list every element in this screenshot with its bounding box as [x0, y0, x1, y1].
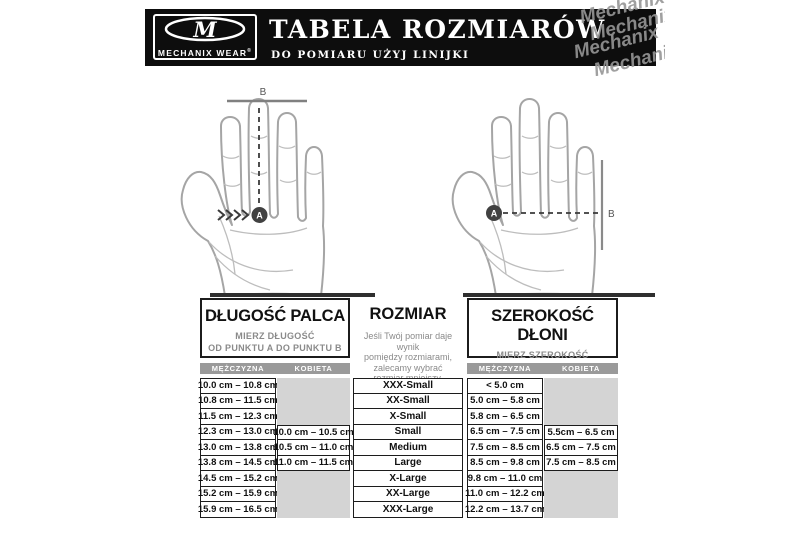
size-cell: Small — [353, 424, 463, 440]
table-note: MIERZ DŁUGOŚĆ OD PUNKTU A DO PUNKTU B — [202, 331, 348, 354]
logo-m-letter: M — [192, 17, 217, 42]
men-column: 10.0 cm – 10.8 cm 10.8 cm – 11.5 cm 11.5… — [198, 378, 278, 518]
column-header-men: MĘŻCZYZNA — [211, 364, 265, 373]
table-cell: 7.5 cm – 8.5 cm — [544, 455, 618, 471]
table-title: SZEROKOŚĆ DŁONI — [491, 307, 594, 344]
note-line: pomiędzy rozmiarami, — [363, 352, 453, 362]
column-header-women: KOBIETA — [294, 364, 333, 373]
table-cell: 5.8 cm – 6.5 cm — [467, 409, 543, 425]
hand-diagram-palm-width: A B — [451, 98, 655, 297]
baseline-bar — [463, 293, 655, 297]
hand-diagram-finger-length: B A — [180, 87, 375, 297]
table-cell: < 5.0 cm — [467, 378, 543, 394]
size-cell: XXX-Small — [353, 378, 463, 394]
note-line: OD PUNKTU A DO PUNKTU B — [208, 342, 342, 353]
table-cell: 8.5 cm – 9.8 cm — [467, 455, 543, 471]
logo-name-text: MECHANIX WEAR — [157, 48, 248, 58]
table-cell: 10.0 cm – 10.5 cm — [273, 424, 354, 440]
note-line: MIERZ DŁUGOŚĆ — [235, 331, 315, 341]
column-header-women: KOBIETA — [561, 364, 601, 373]
baseline-bar — [210, 293, 375, 297]
finger-length-header: DŁUGOŚĆ PALCA MIERZ DŁUGOŚĆ OD PUNKTU A … — [200, 298, 350, 358]
table-cell: 9.8 cm – 11.0 cm — [467, 471, 543, 487]
point-b-label: B — [608, 209, 615, 220]
size-cell: XX-Large — [353, 486, 463, 502]
header-banner: M MECHANIX WEAR® TABELA ROZMIARÓW DO POM… — [145, 9, 656, 66]
note-line: MIERZ SZEROKOŚĆ — [496, 350, 589, 360]
size-cell: Medium — [353, 440, 463, 456]
table-cell: 15.2 cm – 15.9 cm — [198, 486, 278, 502]
page-title: TABELA ROZMIARÓW — [269, 15, 606, 44]
point-a-marker — [251, 207, 268, 223]
empty-cell-block — [544, 471, 618, 518]
table-cell: 12.3 cm – 13.0 cm — [198, 424, 278, 440]
arrow-chevrons — [217, 209, 250, 221]
table-cell: 13.8 cm – 14.5 cm — [198, 455, 278, 471]
empty-cell-block — [277, 378, 350, 425]
men-column: < 5.0 cm 5.0 cm – 5.8 cm 5.8 cm – 6.5 cm… — [465, 378, 545, 518]
logo-name: MECHANIX WEAR® — [155, 48, 255, 58]
women-column: 5.5cm – 6.5 cm 6.5 cm – 7.5 cm 7.5 cm – … — [544, 378, 618, 518]
size-cell: XXX-Large — [353, 502, 463, 518]
note-line: zalecamy wybrać — [373, 362, 443, 373]
point-a-marker — [486, 205, 502, 221]
note-line: Jeśli Twój pomiar daje wynik — [363, 331, 453, 352]
table-cell: 7.5 cm – 8.5 cm — [467, 440, 543, 456]
table-cell: 13.0 cm – 13.8 cm — [198, 440, 278, 456]
table-cell: 15.9 cm – 16.5 cm — [198, 502, 278, 518]
table-cell: 10.0 cm – 10.8 cm — [198, 378, 278, 394]
size-cell: XX-Small — [353, 393, 463, 409]
column-header-band: MĘŻCZYZNA KOBIETA — [200, 363, 350, 374]
table-cell: 11.5 cm – 12.3 cm — [198, 409, 278, 425]
size-cell: X-Large — [353, 471, 463, 487]
size-cell: Large — [353, 455, 463, 471]
page-subtitle: DO POMIARU UŻYJ LINIJKI — [271, 49, 470, 61]
table-cell: 5.5cm – 6.5 cm — [544, 424, 618, 440]
table-cell: 11.0 cm – 11.5 cm — [274, 455, 353, 471]
registered-mark: ® — [247, 48, 253, 55]
table-cell: 11.0 cm – 12.2 cm — [465, 486, 545, 502]
table-cell: 6.5 cm – 7.5 cm — [467, 424, 543, 440]
table-title: DŁUGOŚĆ PALCA — [204, 307, 346, 325]
mechanix-logo: M MECHANIX WEAR® — [153, 14, 257, 60]
palm-width-header: SZEROKOŚĆ DŁONI MIERZ SZEROKOŚĆ OD PUNKT… — [467, 298, 618, 372]
brand-watermark: Mechanix Mechanix Mechanix Mechanix — [573, 0, 665, 76]
mechanix-m-icon: M — [164, 16, 246, 42]
empty-cell-block — [277, 471, 350, 518]
point-a-label: A — [491, 209, 498, 219]
point-b-label: B — [260, 87, 267, 98]
column-header-band: MĘŻCZYZNA KOBIETA — [467, 363, 618, 374]
table-cell: 14.5 cm – 15.2 cm — [198, 471, 278, 487]
size-values-column: XXX-Small XX-Small X-Small Small Medium … — [353, 378, 463, 518]
table-title: ROZMIAR — [369, 305, 447, 323]
point-a-label: A — [256, 211, 263, 221]
table-cell: 6.5 cm – 7.5 cm — [544, 440, 618, 456]
empty-cell-block — [544, 378, 618, 425]
women-column: 10.0 cm – 10.5 cm 10.5 cm – 11.0 cm 11.0… — [273, 378, 354, 518]
column-header-men: MĘŻCZYZNA — [478, 364, 532, 373]
table-cell: 10.8 cm – 11.5 cm — [198, 393, 278, 409]
table-cell: 10.5 cm – 11.0 cm — [274, 440, 353, 456]
table-cell: 12.2 cm – 13.7 cm — [465, 502, 545, 518]
table-cell: 5.0 cm – 5.8 cm — [467, 393, 543, 409]
size-cell: X-Small — [353, 409, 463, 425]
size-note: Jeśli Twój pomiar daje wynik pomiędzy ro… — [353, 331, 463, 384]
size-column: ROZMIAR Jeśli Twój pomiar daje wynik pom… — [353, 298, 463, 518]
